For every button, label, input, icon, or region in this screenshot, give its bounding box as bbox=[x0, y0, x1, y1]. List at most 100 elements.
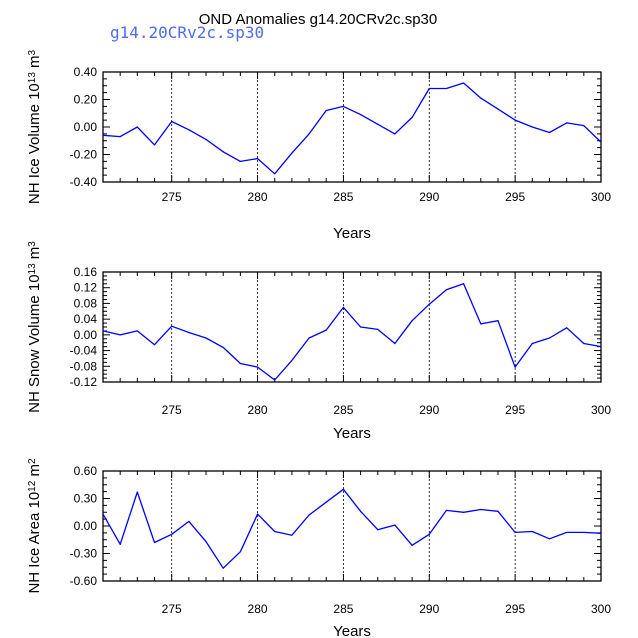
ice-volume-y-tick-label: -0.40 bbox=[70, 175, 98, 189]
snow-volume-data-point bbox=[153, 344, 156, 346]
y-axis-label-exponent: 13 bbox=[27, 263, 38, 275]
ice-volume-data-point bbox=[377, 123, 379, 125]
snow-volume-y-axis-label: NH Snow Volume 1013 m3 bbox=[26, 241, 43, 413]
ice-area-data-point bbox=[600, 532, 602, 534]
snow-volume-data-point bbox=[274, 379, 276, 381]
ice-area-data-point bbox=[514, 531, 516, 534]
snow-volume-y-tick-label: 0.04 bbox=[74, 312, 98, 326]
snow-volume-data-point bbox=[325, 329, 327, 331]
ice-area-data-point bbox=[291, 534, 293, 536]
snow-volume-plot-frame bbox=[102, 271, 602, 383]
ice-volume-data-point bbox=[342, 105, 345, 107]
ice-area-series-line bbox=[102, 488, 602, 569]
ice-area-data-point bbox=[359, 510, 362, 512]
y-axis-label-exponent: 12 bbox=[27, 480, 38, 492]
ice-volume-data-point bbox=[463, 82, 465, 84]
y-axis-label-exponent: 2 bbox=[27, 458, 38, 464]
ice-area-data-point bbox=[428, 533, 430, 535]
ice-volume-data-point bbox=[188, 129, 190, 131]
ice-volume-data-point bbox=[205, 138, 207, 140]
snow-volume-data-point bbox=[119, 334, 121, 336]
ice-area-data-point bbox=[342, 488, 345, 490]
ice-area-x-axis-label: Years bbox=[333, 623, 371, 638]
figure-subtitle: g14.20CRv2c.sp30 bbox=[110, 23, 264, 42]
ice-area-data-point bbox=[480, 508, 482, 511]
ice-area-data-point bbox=[377, 529, 379, 531]
snow-volume-series-line bbox=[102, 283, 602, 381]
ice-volume-x-tick-label: 300 bbox=[591, 190, 611, 204]
y-axis-label-exponent: 13 bbox=[27, 72, 38, 84]
snow-volume-data-point bbox=[308, 337, 310, 339]
ice-volume-y-tick-label: 0.20 bbox=[74, 93, 98, 107]
ice-volume-data-point bbox=[480, 97, 482, 99]
snow-volume-x-tick-label: 290 bbox=[419, 403, 439, 417]
ice-volume-data-point bbox=[291, 152, 293, 154]
snow-volume-y-tick-label: 0.00 bbox=[74, 328, 98, 342]
snow-volume-data-point bbox=[188, 331, 190, 334]
snow-volume-data-point bbox=[548, 337, 551, 339]
y-axis-label-text: m bbox=[26, 55, 43, 72]
figure-title: OND Anomalies g14.20CRv2c.sp30 bbox=[199, 11, 437, 28]
snow-volume-data-point bbox=[205, 337, 207, 339]
ice-volume-data-point bbox=[600, 141, 602, 143]
ice-volume-x-tick-label: 290 bbox=[419, 190, 439, 204]
ice-volume-data-point bbox=[239, 160, 241, 162]
ice-volume-data-point bbox=[136, 126, 138, 128]
ice-area-y-tick-label: 0.00 bbox=[74, 519, 98, 533]
snow-volume-data-point bbox=[291, 359, 293, 361]
ice-area-x-tick-label: 290 bbox=[419, 602, 439, 616]
ice-volume-data-point bbox=[222, 151, 224, 153]
ice-area-data-point bbox=[136, 491, 138, 493]
snow-volume-data-point bbox=[514, 366, 516, 368]
ice-volume-data-point bbox=[566, 122, 568, 124]
snow-volume-x-tick-label: 280 bbox=[248, 403, 268, 417]
ice-volume-data-point bbox=[548, 131, 551, 134]
ice-area-data-point bbox=[153, 541, 156, 544]
ice-area-plot-frame bbox=[102, 470, 602, 582]
y-axis-label-text: m bbox=[26, 247, 43, 264]
ice-area-x-tick-label: 295 bbox=[505, 602, 525, 616]
ice-volume-x-tick-label: 275 bbox=[162, 190, 182, 204]
snow-volume-y-tick-label: 0.12 bbox=[74, 281, 98, 295]
ice-volume-plot-frame bbox=[102, 71, 602, 183]
ice-area-data-point bbox=[497, 510, 499, 512]
ice-volume-data-point bbox=[394, 133, 396, 135]
ice-area-x-tick-label: 300 bbox=[591, 602, 611, 616]
ice-volume-y-tick-label: 0.40 bbox=[74, 65, 98, 79]
ice-area-data-point bbox=[308, 514, 310, 516]
ice-volume-data-point bbox=[119, 136, 121, 138]
snow-volume-data-point bbox=[342, 306, 345, 308]
snow-volume-data-point bbox=[377, 328, 379, 330]
snow-volume-data-point bbox=[256, 366, 259, 368]
snow-volume-x-tick-label: 295 bbox=[505, 403, 525, 417]
snow-volume-data-point bbox=[428, 303, 430, 305]
ice-volume-data-point bbox=[411, 116, 413, 118]
ice-area-panel: -0.60 -0.30 0.00 0.30 0.60 275 280 285 290 295 300… bbox=[26, 458, 611, 638]
y-axis-label-exponent: 3 bbox=[27, 49, 38, 55]
snow-volume-data-point bbox=[102, 330, 104, 332]
ice-area-data-point bbox=[566, 531, 568, 534]
ice-area-data-point bbox=[239, 551, 241, 553]
y-axis-label-text: m bbox=[26, 464, 43, 481]
snow-volume-data-point bbox=[600, 346, 602, 348]
ice-area-x-tick-label: 285 bbox=[333, 602, 353, 616]
snow-volume-x-axis-label: Years bbox=[333, 425, 371, 442]
ice-volume-data-point bbox=[359, 114, 362, 116]
snow-volume-x-tick-label: 285 bbox=[333, 403, 353, 417]
ice-volume-data-point bbox=[256, 158, 259, 160]
ice-volume-data-point bbox=[445, 87, 448, 90]
snow-volume-y-tick-label: 0.16 bbox=[74, 265, 98, 279]
y-axis-label-text: NH Ice Volume 10 bbox=[26, 83, 43, 204]
snow-volume-y-tick-label: 0.08 bbox=[74, 296, 98, 310]
snow-volume-y-tick-label: -0.12 bbox=[70, 375, 98, 389]
ice-area-data-point bbox=[171, 533, 173, 535]
ice-area-x-tick-label: 275 bbox=[162, 602, 182, 616]
ice-area-data-point bbox=[531, 530, 533, 533]
ice-area-data-point bbox=[325, 501, 327, 503]
snow-volume-data-point bbox=[463, 283, 465, 285]
ice-area-data-point bbox=[188, 520, 190, 523]
ice-area-data-point bbox=[445, 509, 448, 512]
snow-volume-data-point bbox=[359, 326, 362, 328]
ice-volume-data-point bbox=[514, 119, 516, 121]
